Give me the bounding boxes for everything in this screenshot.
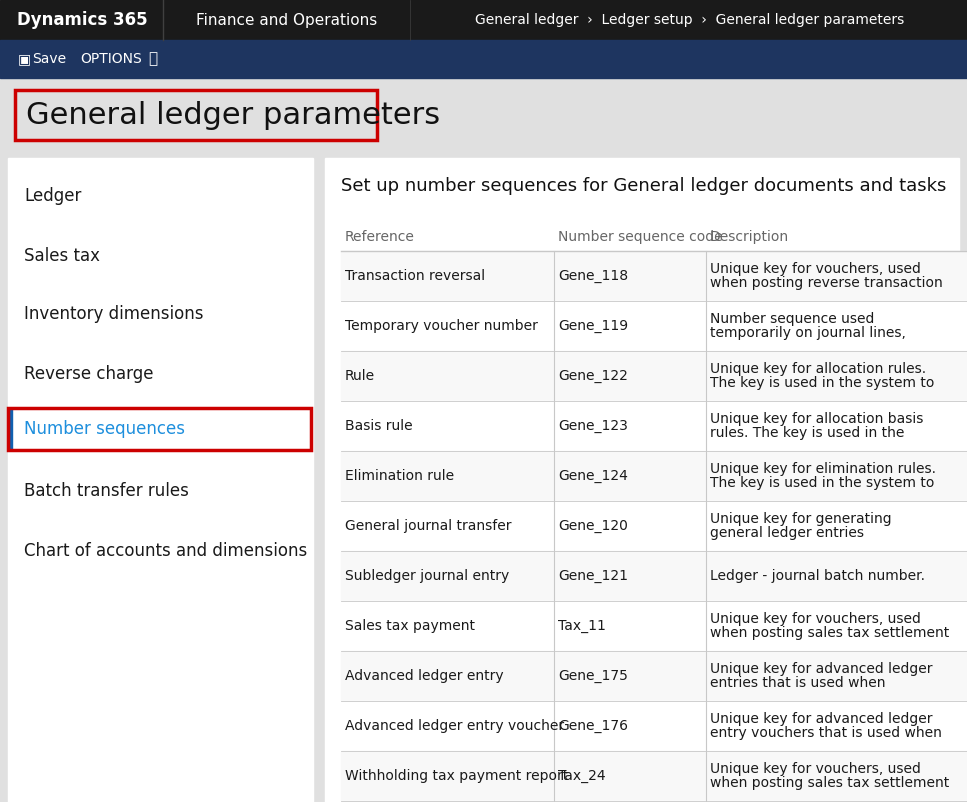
- Bar: [8, 408, 12, 450]
- Bar: [15, 90, 377, 140]
- Text: Dynamics 365: Dynamics 365: [16, 11, 147, 29]
- Text: Gene_175: Gene_175: [558, 669, 628, 683]
- Text: Rule: Rule: [345, 369, 375, 383]
- Text: Subledger journal entry: Subledger journal entry: [345, 569, 510, 583]
- Text: ▣: ▣: [18, 52, 31, 66]
- Text: Number sequences: Number sequences: [24, 420, 185, 438]
- Text: Unique key for allocation basis: Unique key for allocation basis: [710, 412, 923, 426]
- Text: Unique key for vouchers, used: Unique key for vouchers, used: [710, 762, 921, 776]
- Text: Advanced ledger entry voucher: Advanced ledger entry voucher: [345, 719, 564, 733]
- Text: Unique key for elimination rules.: Unique key for elimination rules.: [710, 462, 936, 476]
- Text: Gene_122: Gene_122: [558, 369, 628, 383]
- Text: general ledger entries: general ledger entries: [710, 526, 864, 540]
- Text: Gene_118: Gene_118: [558, 269, 629, 283]
- Text: General ledger parameters: General ledger parameters: [26, 100, 440, 129]
- Text: rules. The key is used in the: rules. The key is used in the: [710, 426, 904, 440]
- Text: Withholding tax payment report: Withholding tax payment report: [345, 769, 569, 783]
- Text: when posting sales tax settlement: when posting sales tax settlement: [710, 776, 950, 790]
- Text: Tax_24: Tax_24: [558, 769, 605, 783]
- Text: Set up number sequences for General ledger documents and tasks: Set up number sequences for General ledg…: [341, 177, 947, 195]
- Text: Ledger: Ledger: [24, 187, 81, 205]
- Text: Reference: Reference: [345, 230, 415, 244]
- Text: Temporary voucher number: Temporary voucher number: [345, 319, 538, 333]
- Text: Inventory dimensions: Inventory dimensions: [24, 305, 203, 323]
- Text: when posting sales tax settlement: when posting sales tax settlement: [710, 626, 950, 640]
- Text: Unique key for advanced ledger: Unique key for advanced ledger: [710, 662, 932, 676]
- Text: Advanced ledger entry: Advanced ledger entry: [345, 669, 504, 683]
- Text: Unique key for vouchers, used: Unique key for vouchers, used: [710, 262, 921, 276]
- Text: Chart of accounts and dimensions: Chart of accounts and dimensions: [24, 542, 308, 560]
- Text: Gene_124: Gene_124: [558, 469, 628, 483]
- Bar: [341, 701, 967, 751]
- Text: Sales tax: Sales tax: [24, 247, 100, 265]
- Text: Elimination rule: Elimination rule: [345, 469, 454, 483]
- Text: Number sequence code: Number sequence code: [558, 230, 722, 244]
- Bar: [341, 301, 967, 351]
- Bar: [8, 408, 311, 450]
- Bar: [341, 401, 967, 451]
- Bar: [0, 0, 967, 40]
- Text: Transaction reversal: Transaction reversal: [345, 269, 485, 283]
- Text: The key is used in the system to: The key is used in the system to: [710, 476, 934, 490]
- Text: Save: Save: [32, 52, 66, 66]
- Bar: [341, 751, 967, 801]
- Bar: [341, 351, 967, 401]
- Bar: [341, 651, 967, 701]
- Text: OPTIONS: OPTIONS: [80, 52, 142, 66]
- Text: General ledger  ›  Ledger setup  ›  General ledger parameters: General ledger › Ledger setup › General …: [476, 13, 904, 27]
- Bar: [341, 601, 967, 651]
- Text: The key is used in the system to: The key is used in the system to: [710, 376, 934, 390]
- Text: entry vouchers that is used when: entry vouchers that is used when: [710, 726, 942, 740]
- Bar: [341, 801, 967, 802]
- Text: entries that is used when: entries that is used when: [710, 676, 886, 690]
- Text: Ledger - journal batch number.: Ledger - journal batch number.: [710, 569, 925, 583]
- Text: when posting reverse transaction: when posting reverse transaction: [710, 276, 943, 290]
- Text: Unique key for vouchers, used: Unique key for vouchers, used: [710, 612, 921, 626]
- Bar: [341, 551, 967, 601]
- Text: General journal transfer: General journal transfer: [345, 519, 512, 533]
- Text: Gene_123: Gene_123: [558, 419, 628, 433]
- Text: Gene_176: Gene_176: [558, 719, 628, 733]
- Text: Unique key for allocation rules.: Unique key for allocation rules.: [710, 362, 926, 376]
- Text: Unique key for advanced ledger: Unique key for advanced ledger: [710, 712, 932, 726]
- Bar: [341, 501, 967, 551]
- Text: Number sequence used: Number sequence used: [710, 312, 874, 326]
- Text: Gene_119: Gene_119: [558, 319, 629, 333]
- Text: ⌕: ⌕: [148, 51, 157, 67]
- Bar: [341, 451, 967, 501]
- Text: Unique key for generating: Unique key for generating: [710, 512, 892, 526]
- Text: temporarily on journal lines,: temporarily on journal lines,: [710, 326, 906, 340]
- Bar: [8, 158, 313, 802]
- Bar: [0, 40, 967, 78]
- Bar: [0, 78, 967, 158]
- Bar: [341, 251, 967, 301]
- Bar: [325, 158, 959, 802]
- Text: Basis rule: Basis rule: [345, 419, 413, 433]
- Text: Sales tax payment: Sales tax payment: [345, 619, 475, 633]
- Text: Description: Description: [710, 230, 789, 244]
- Text: Batch transfer rules: Batch transfer rules: [24, 482, 189, 500]
- Text: Finance and Operations: Finance and Operations: [196, 13, 378, 27]
- Bar: [8, 408, 311, 450]
- Text: Gene_121: Gene_121: [558, 569, 628, 583]
- Text: Gene_120: Gene_120: [558, 519, 628, 533]
- Text: Tax_11: Tax_11: [558, 619, 606, 633]
- Text: Reverse charge: Reverse charge: [24, 365, 154, 383]
